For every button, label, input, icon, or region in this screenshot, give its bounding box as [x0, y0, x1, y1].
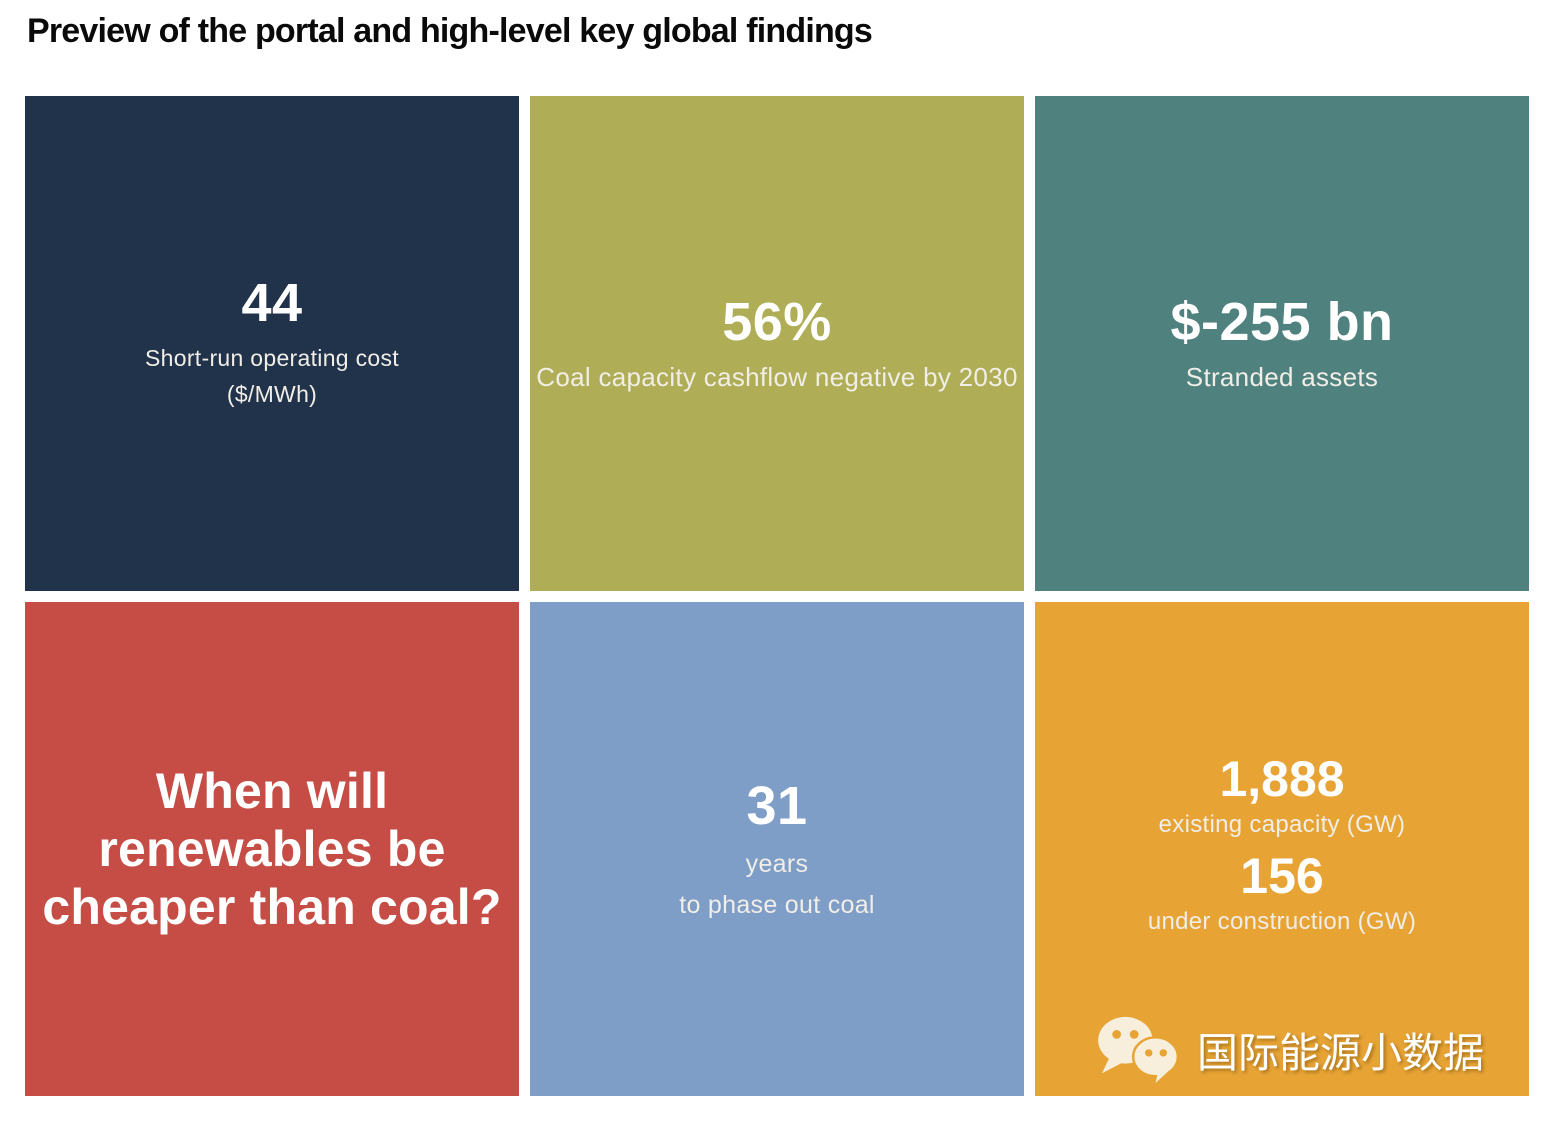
tile-phase-out-years: 31 years to phase out coal — [530, 601, 1024, 1096]
cashflow-negative-label: Coal capacity cashflow negative by 2030 — [536, 362, 1018, 393]
tile-stranded-assets: $-255 bn Stranded assets — [1035, 96, 1529, 591]
cashflow-negative-value: 56% — [722, 292, 832, 353]
phase-out-label-line1: years — [745, 850, 809, 879]
under-construction-value: 156 — [1240, 847, 1324, 904]
tile-renewables-question: When will renewables be cheaper than coa… — [25, 601, 519, 1096]
short-run-cost-label-line1: Short-run operating cost — [145, 345, 399, 372]
short-run-cost-label-line2: ($/MWh) — [226, 380, 318, 407]
question-line1: When will — [155, 762, 389, 819]
question-line2: renewables be — [98, 820, 446, 877]
stranded-assets-label: Stranded assets — [1185, 362, 1379, 393]
tile-short-run-operating-cost: 44 Short-run operating cost ($/MWh) — [25, 96, 519, 591]
tile-cashflow-negative: 56% Coal capacity cashflow negative by 2… — [530, 96, 1024, 591]
under-construction-label: under construction (GW) — [1147, 907, 1417, 935]
wechat-icon — [1095, 1014, 1183, 1084]
short-run-cost-value: 44 — [241, 272, 303, 333]
existing-capacity-label: existing capacity (GW) — [1158, 810, 1406, 838]
stranded-assets-value: $-255 bn — [1170, 292, 1394, 353]
existing-capacity-value: 1,888 — [1219, 750, 1345, 807]
phase-out-label-line2: to phase out coal — [679, 891, 875, 920]
question-line3: cheaper than coal? — [42, 878, 502, 935]
short-run-cost-label: Short-run operating cost ($/MWh) — [145, 341, 399, 412]
findings-grid: 44 Short-run operating cost ($/MWh) 56% … — [25, 96, 1529, 1096]
tile-coal-capacity: 1,888 existing capacity (GW) 156 under c… — [1035, 601, 1529, 1096]
watermark: 国际能源小数据 — [1095, 1014, 1484, 1084]
watermark-text: 国际能源小数据 — [1197, 1029, 1484, 1077]
page-title: Preview of the portal and high-level key… — [27, 12, 873, 50]
phase-out-value: 31 — [746, 776, 808, 837]
